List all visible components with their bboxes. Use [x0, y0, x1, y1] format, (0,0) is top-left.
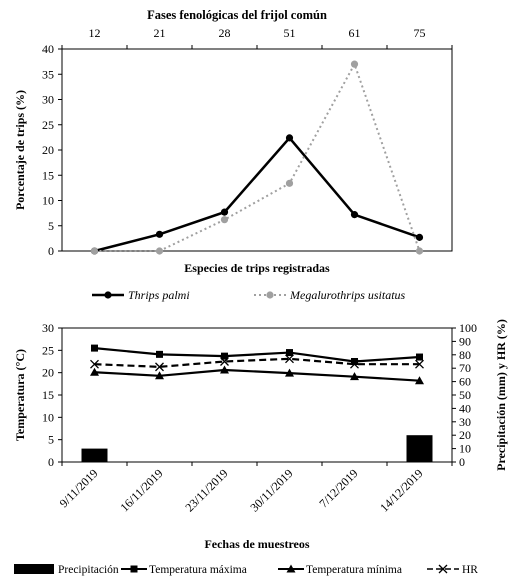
data-point-hr	[285, 354, 294, 364]
bottom-x-tick-label: 9/11/2019	[57, 466, 101, 510]
legend-label-precipitacion: Precipitación	[58, 564, 119, 576]
top-y-tick-label: 20	[42, 143, 54, 157]
data-point-temperatura-maxima	[91, 344, 98, 352]
top-y-tick-label: 0	[48, 244, 54, 258]
legend-marker-megalurothrips-usitatus	[266, 291, 274, 299]
data-point-hr	[90, 359, 99, 369]
bottom-chart-legend: Precipitación Temperatura máxima Temperatu…	[14, 564, 478, 576]
data-point-megalurothrips-usitatus	[285, 179, 294, 187]
data-point-hr	[415, 359, 424, 369]
bottom-x-tick-label: 30/11/2019	[247, 466, 295, 514]
data-point-temperatura-maxima	[156, 350, 163, 358]
data-point-thrips-palmi	[155, 230, 164, 238]
bottom-y2-tick-label: 20	[459, 428, 471, 442]
top-chart-legend: Thrips palmi Megalurothrips usitatus	[92, 288, 406, 302]
bottom-y2-tick-label: 10	[459, 442, 471, 456]
bottom-x-tick-label: 16/11/2019	[117, 466, 165, 514]
top-x-tick-label: 12	[89, 26, 101, 40]
data-point-megalurothrips-usitatus	[350, 60, 359, 68]
bottom-x-tick-label: 7/12/2019	[316, 466, 360, 510]
legend-label-temperatura-minima: Temperatura mínima	[306, 564, 402, 576]
top-chart: 0 5 10 15 20 25 30 35 40 12 21 28 51 61 75	[42, 26, 453, 258]
bar-precipitacion	[406, 435, 433, 462]
data-point-megalurothrips-usitatus	[415, 247, 424, 255]
legend-label-temperatura-maxima: Temperatura máxima	[149, 564, 247, 576]
data-point-temperatura-maxima	[286, 349, 293, 357]
top-y-tick-label: 15	[42, 168, 54, 182]
data-point-temperatura-maxima	[221, 352, 228, 360]
data-point-megalurothrips-usitatus	[90, 247, 99, 255]
legend-marker-temperatura-maxima	[130, 565, 138, 573]
legend-marker-temperatura-minima	[286, 564, 296, 573]
data-point-temperatura-minima	[220, 365, 229, 374]
bottom-x-tick-label: 23/11/2019	[182, 466, 230, 514]
bottom-chart-y-axis-label: Temperatura (°C)	[13, 349, 27, 441]
top-y-tick-label: 35	[42, 67, 54, 81]
data-point-thrips-palmi	[220, 208, 229, 216]
top-chart-title: Fases fenológicas del frijol común	[147, 8, 327, 22]
legend-marker-thrips-palmi	[104, 291, 112, 299]
legend-label-megalurothrips-usitatus: Megalurothrips usitatus	[289, 288, 406, 302]
data-point-thrips-palmi	[350, 211, 359, 219]
data-point-hr	[155, 362, 164, 372]
data-point-temperatura-minima	[415, 376, 424, 385]
series-line-temperatura-minima	[94, 368, 420, 382]
top-x-tick-label: 51	[284, 26, 296, 40]
bottom-y-tick-label: 25	[42, 343, 54, 357]
bottom-y-tick-label: 20	[42, 366, 54, 380]
data-point-thrips-palmi	[415, 233, 424, 241]
top-y-tick-label: 5	[48, 219, 54, 233]
legend-marker-hr	[438, 564, 448, 574]
bottom-plot-frame	[61, 327, 453, 463]
bottom-y2-tick-label: 60	[459, 375, 471, 389]
top-x-tick-label: 61	[349, 26, 361, 40]
bottom-y2-tick-label: 90	[459, 334, 471, 348]
data-point-temperatura-maxima	[416, 353, 423, 361]
legend-label-hr: HR	[462, 564, 478, 576]
data-point-temperatura-maxima	[351, 358, 358, 365]
top-y-tick-label: 40	[42, 42, 54, 56]
bottom-y2-tick-label: 0	[459, 455, 465, 469]
bottom-y2-tick-label: 100	[459, 321, 477, 335]
bottom-x-tick-label: 14/12/2019	[377, 466, 426, 515]
series-line-temperatura-maxima	[94, 347, 420, 363]
top-x-tick-label: 21	[154, 26, 166, 40]
bottom-y-tick-label: 15	[42, 388, 54, 402]
data-point-temperatura-minima	[90, 367, 99, 376]
top-chart-x-axis-label: Especies de trips registradas	[184, 261, 330, 275]
data-point-megalurothrips-usitatus	[220, 216, 229, 224]
series-line-thrips-palmi	[94, 135, 420, 253]
bottom-y-tick-label: 10	[42, 410, 54, 424]
bottom-y-tick-label: 0	[48, 455, 54, 469]
top-y-tick-label: 30	[42, 93, 54, 107]
bar-precipitacion	[81, 448, 108, 462]
legend-swatch-precipitacion	[14, 564, 54, 574]
bottom-y2-tick-label: 80	[459, 348, 471, 362]
data-point-megalurothrips-usitatus	[155, 247, 164, 255]
bottom-y2-tick-label: 50	[459, 388, 471, 402]
bottom-y-tick-label: 5	[48, 433, 54, 447]
top-plot-frame	[61, 48, 453, 252]
top-y-tick-label: 25	[42, 118, 54, 132]
data-point-hr	[220, 357, 229, 366]
data-point-thrips-palmi	[285, 134, 294, 142]
series-line-megalurothrips-usitatus	[94, 61, 421, 252]
legend-label-thrips-palmi: Thrips palmi	[128, 288, 190, 302]
bottom-y2-tick-label: 70	[459, 361, 471, 375]
bottom-y-tick-label: 30	[42, 321, 54, 335]
bottom-y2-tick-label: 40	[459, 401, 471, 415]
top-y-tick-label: 10	[42, 194, 54, 208]
bottom-chart: 05101520253001020304050607080901009/11/2…	[42, 321, 477, 515]
bottom-chart-x-axis-label: Fechas de muestreos	[204, 537, 309, 551]
data-point-hr	[350, 359, 359, 369]
top-x-tick-label: 28	[219, 26, 231, 40]
top-chart-y-axis-label: Porcentaje de trips (%)	[13, 90, 27, 210]
top-x-tick-label: 75	[414, 26, 426, 40]
data-point-temperatura-minima	[285, 368, 294, 377]
bottom-chart-y2-axis-label: Precipitación (mm) y HR (%)	[494, 319, 508, 471]
data-point-temperatura-minima	[155, 371, 164, 380]
data-point-temperatura-minima	[350, 372, 359, 381]
bottom-y2-tick-label: 30	[459, 415, 471, 429]
